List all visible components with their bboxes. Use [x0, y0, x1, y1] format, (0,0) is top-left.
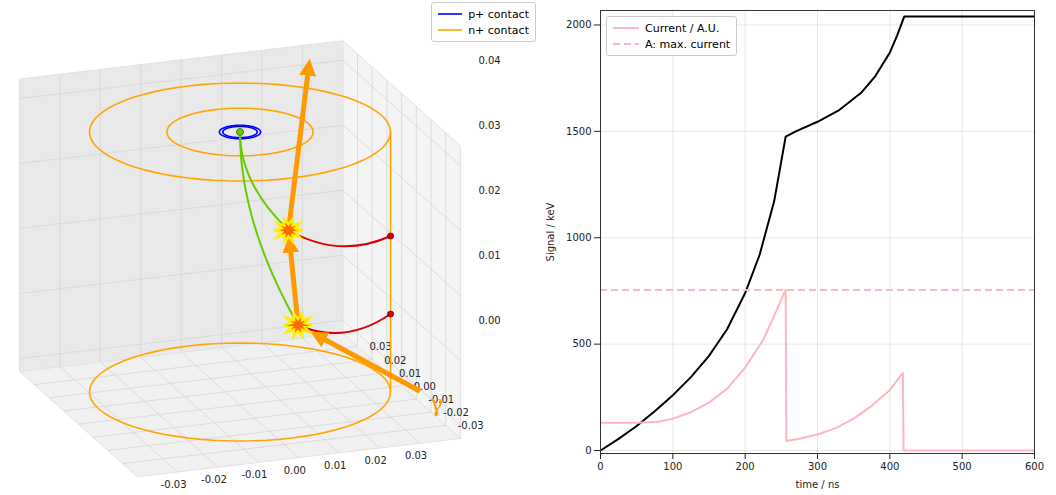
svg-text:500: 500 — [953, 461, 972, 472]
svg-text:0.03: 0.03 — [478, 120, 500, 131]
svg-text:0.01: 0.01 — [399, 368, 421, 379]
svg-text:0.01: 0.01 — [324, 460, 346, 471]
svg-text:400: 400 — [880, 461, 899, 472]
svg-text:-0.02: -0.02 — [443, 407, 469, 418]
html-text:n+ contact: n+ contact — [468, 23, 529, 37]
svg-text:-0.03: -0.03 — [458, 420, 484, 431]
svg-text:0.03: 0.03 — [405, 450, 427, 461]
html-text:Current / A.U.: Current / A.U. — [645, 21, 720, 35]
svg-text:0.02: 0.02 — [478, 185, 500, 196]
svg-text:500: 500 — [572, 338, 591, 349]
svg-text:200: 200 — [736, 461, 755, 472]
svg-text:0.00: 0.00 — [413, 380, 436, 392]
svg-text:Signal / keV: Signal / keV — [545, 202, 556, 261]
svg-text:0: 0 — [585, 445, 591, 456]
svg-text:-0.02: -0.02 — [201, 474, 227, 485]
svg-text:0.00: 0.00 — [284, 465, 306, 476]
svg-text:-0.03: -0.03 — [161, 479, 187, 490]
svg-text:0.02: 0.02 — [384, 355, 406, 366]
svg-text:2000: 2000 — [566, 19, 591, 30]
svg-text:600: 600 — [1025, 461, 1044, 472]
svg-text:0.00: 0.00 — [478, 315, 500, 326]
svg-text:0.02: 0.02 — [365, 455, 387, 466]
html-text:A: max. current: A: max. current — [645, 37, 731, 51]
svg-text:1000: 1000 — [566, 232, 591, 243]
svg-text:0.01: 0.01 — [478, 250, 500, 261]
svg-text:γ: γ — [430, 391, 443, 416]
svg-text:time / ns: time / ns — [796, 479, 840, 490]
svg-text:0.04: 0.04 — [478, 55, 500, 66]
svg-text:-0.01: -0.01 — [241, 469, 267, 480]
svg-text:0.03: 0.03 — [370, 341, 392, 352]
svg-text:0: 0 — [597, 461, 603, 472]
svg-text:100: 100 — [663, 461, 682, 472]
svg-text:300: 300 — [808, 461, 827, 472]
html-text:p+ contact: p+ contact — [468, 7, 529, 21]
svg-text:1500: 1500 — [566, 126, 591, 137]
